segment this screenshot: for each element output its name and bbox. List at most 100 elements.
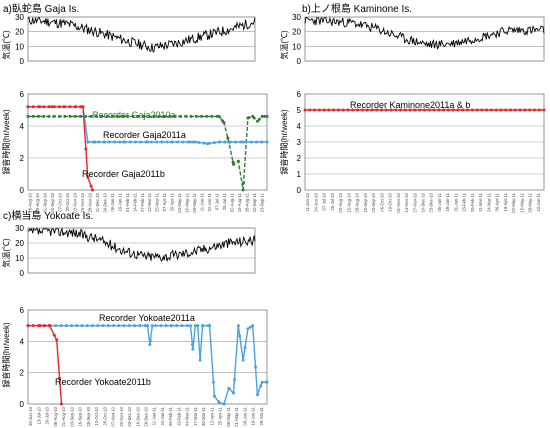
x-tick-label: 24-Sep-10 <box>50 192 55 212</box>
y-tick-label: 0 <box>20 269 25 278</box>
data-point-marker <box>113 140 117 144</box>
x-tick-label: 30-Jun-10 <box>28 406 33 426</box>
data-point-marker <box>107 140 111 144</box>
data-point-marker <box>413 108 417 112</box>
x-tick-label: 08-Aug-10 <box>53 406 58 426</box>
x-tick-label: 02-Aug-10 <box>338 192 343 212</box>
data-point-marker <box>217 114 221 118</box>
data-point-marker <box>228 140 232 144</box>
x-tick-label: 28-Aug-10 <box>355 192 360 212</box>
x-tick-label: 29-Aug-10 <box>35 192 40 212</box>
y-tick-label: 0 <box>297 57 302 66</box>
recorder-series-line <box>28 325 63 405</box>
x-tick-label: 29-Jun-11 <box>259 406 264 425</box>
data-point-marker <box>148 339 152 343</box>
data-point-marker <box>194 114 198 118</box>
data-point-marker <box>379 108 383 112</box>
x-tick-label: 12-Apr-11 <box>209 406 214 425</box>
x-tick-label: 28-Aug-11 <box>244 192 249 212</box>
data-point-marker <box>47 114 51 118</box>
x-tick-label: 20-Oct-10 <box>65 192 70 211</box>
data-point-marker <box>86 175 90 179</box>
x-tick-label: 29-May-11 <box>192 192 197 212</box>
data-point-marker <box>190 342 194 346</box>
data-point-marker <box>239 140 243 144</box>
data-point-marker <box>233 140 237 144</box>
x-tick-label: 27-Nov-10 <box>412 192 417 212</box>
data-point-marker <box>446 108 450 112</box>
data-point-marker <box>193 140 197 144</box>
y-tick-label: 30 <box>15 224 24 233</box>
annotation-gaja2011b: Recorder Gaja2011b <box>82 169 165 179</box>
chart-c-temperature: 0 10 20 30 <box>15 224 256 278</box>
x-tick-label: 11-Jun-11 <box>200 192 205 211</box>
data-point-marker <box>456 108 460 112</box>
data-point-marker <box>31 114 35 118</box>
x-tick-label: 31-Jan-11 <box>453 192 458 211</box>
x-tick-label: 02-May-11 <box>511 192 516 212</box>
data-point-marker <box>126 114 130 118</box>
data-point-marker <box>494 108 498 112</box>
data-point-marker <box>212 394 216 398</box>
data-point-marker <box>152 114 156 118</box>
data-point-marker <box>157 114 161 118</box>
x-tick-label: 25-Apr-11 <box>218 406 223 425</box>
ylabel-c-temp: 気温(℃) <box>1 238 11 268</box>
data-point-marker <box>356 108 360 112</box>
data-point-marker <box>509 108 513 112</box>
data-point-marker <box>248 325 252 329</box>
data-point-marker <box>52 114 56 118</box>
x-tick-label: 07-Oct-10 <box>58 192 63 211</box>
data-point-marker <box>466 108 470 112</box>
data-point-marker <box>42 324 46 328</box>
x-tick-label: 16-Sep-10 <box>78 406 83 426</box>
data-point-marker <box>254 365 258 369</box>
data-point-marker <box>143 324 147 328</box>
data-point-marker <box>365 108 369 112</box>
data-point-marker <box>370 108 374 112</box>
x-tick-label: 19-Jan-11 <box>117 192 122 211</box>
data-point-marker <box>232 378 236 382</box>
data-point-marker <box>257 117 261 121</box>
x-tick-label: 03-May-11 <box>177 192 182 212</box>
annotation-kaminone: Recorder Kaminone2011a & b <box>350 100 470 110</box>
data-point-marker <box>360 108 364 112</box>
x-tick-label: 25-Oct-10 <box>102 406 107 425</box>
panel-a-title: a)臥蛇島 Gaja Is. <box>3 2 79 15</box>
data-point-marker <box>136 114 140 118</box>
x-tick-label: 01-Nov-10 <box>396 192 401 212</box>
chart-b-temperature: 0 10 20 30 <box>292 13 545 66</box>
x-tick-label: 19-Feb-11 <box>176 406 181 426</box>
ylabel-a-rec: 録音時間(hr/week) <box>1 109 11 175</box>
y-tick-label: 4 <box>20 122 25 131</box>
data-point-marker <box>149 140 153 144</box>
data-point-marker <box>59 324 63 328</box>
y-tick-label: 20 <box>15 28 24 37</box>
x-tick-label: 24-Jan-11 <box>160 406 165 425</box>
data-point-marker <box>31 105 35 109</box>
panel-b-title: b)上ノ根島 Kaminone Is. <box>302 2 412 15</box>
x-tick-label: 17-Mar-11 <box>193 406 198 426</box>
data-point-marker <box>246 327 250 331</box>
x-tick-label: 19-Apr-11 <box>503 192 508 211</box>
data-point-marker <box>52 333 56 337</box>
y-tick-label: 0 <box>20 57 25 66</box>
data-point-marker <box>68 105 72 109</box>
y-tick-label: 10 <box>15 42 24 51</box>
data-point-marker <box>351 108 355 112</box>
x-tick-label: 03-Jun-11 <box>242 406 247 425</box>
y-tick-label: 0 <box>297 186 302 195</box>
data-point-marker <box>115 114 119 118</box>
data-point-marker <box>173 114 177 118</box>
x-tick-label: 03-Dec-10 <box>127 406 132 426</box>
x-tick-label: 15-Aug-10 <box>346 192 351 212</box>
x-tick-label: 28-May-11 <box>528 192 533 212</box>
ylabel-c-rec: 録音時間(hr/week) <box>1 322 11 388</box>
x-tick-label: 23-Dec-10 <box>429 192 434 212</box>
data-point-marker <box>63 114 67 118</box>
data-point-marker <box>200 324 204 328</box>
data-point-marker <box>134 140 138 144</box>
data-point-marker <box>112 324 116 328</box>
data-point-marker <box>106 324 110 328</box>
data-point-marker <box>308 108 312 112</box>
